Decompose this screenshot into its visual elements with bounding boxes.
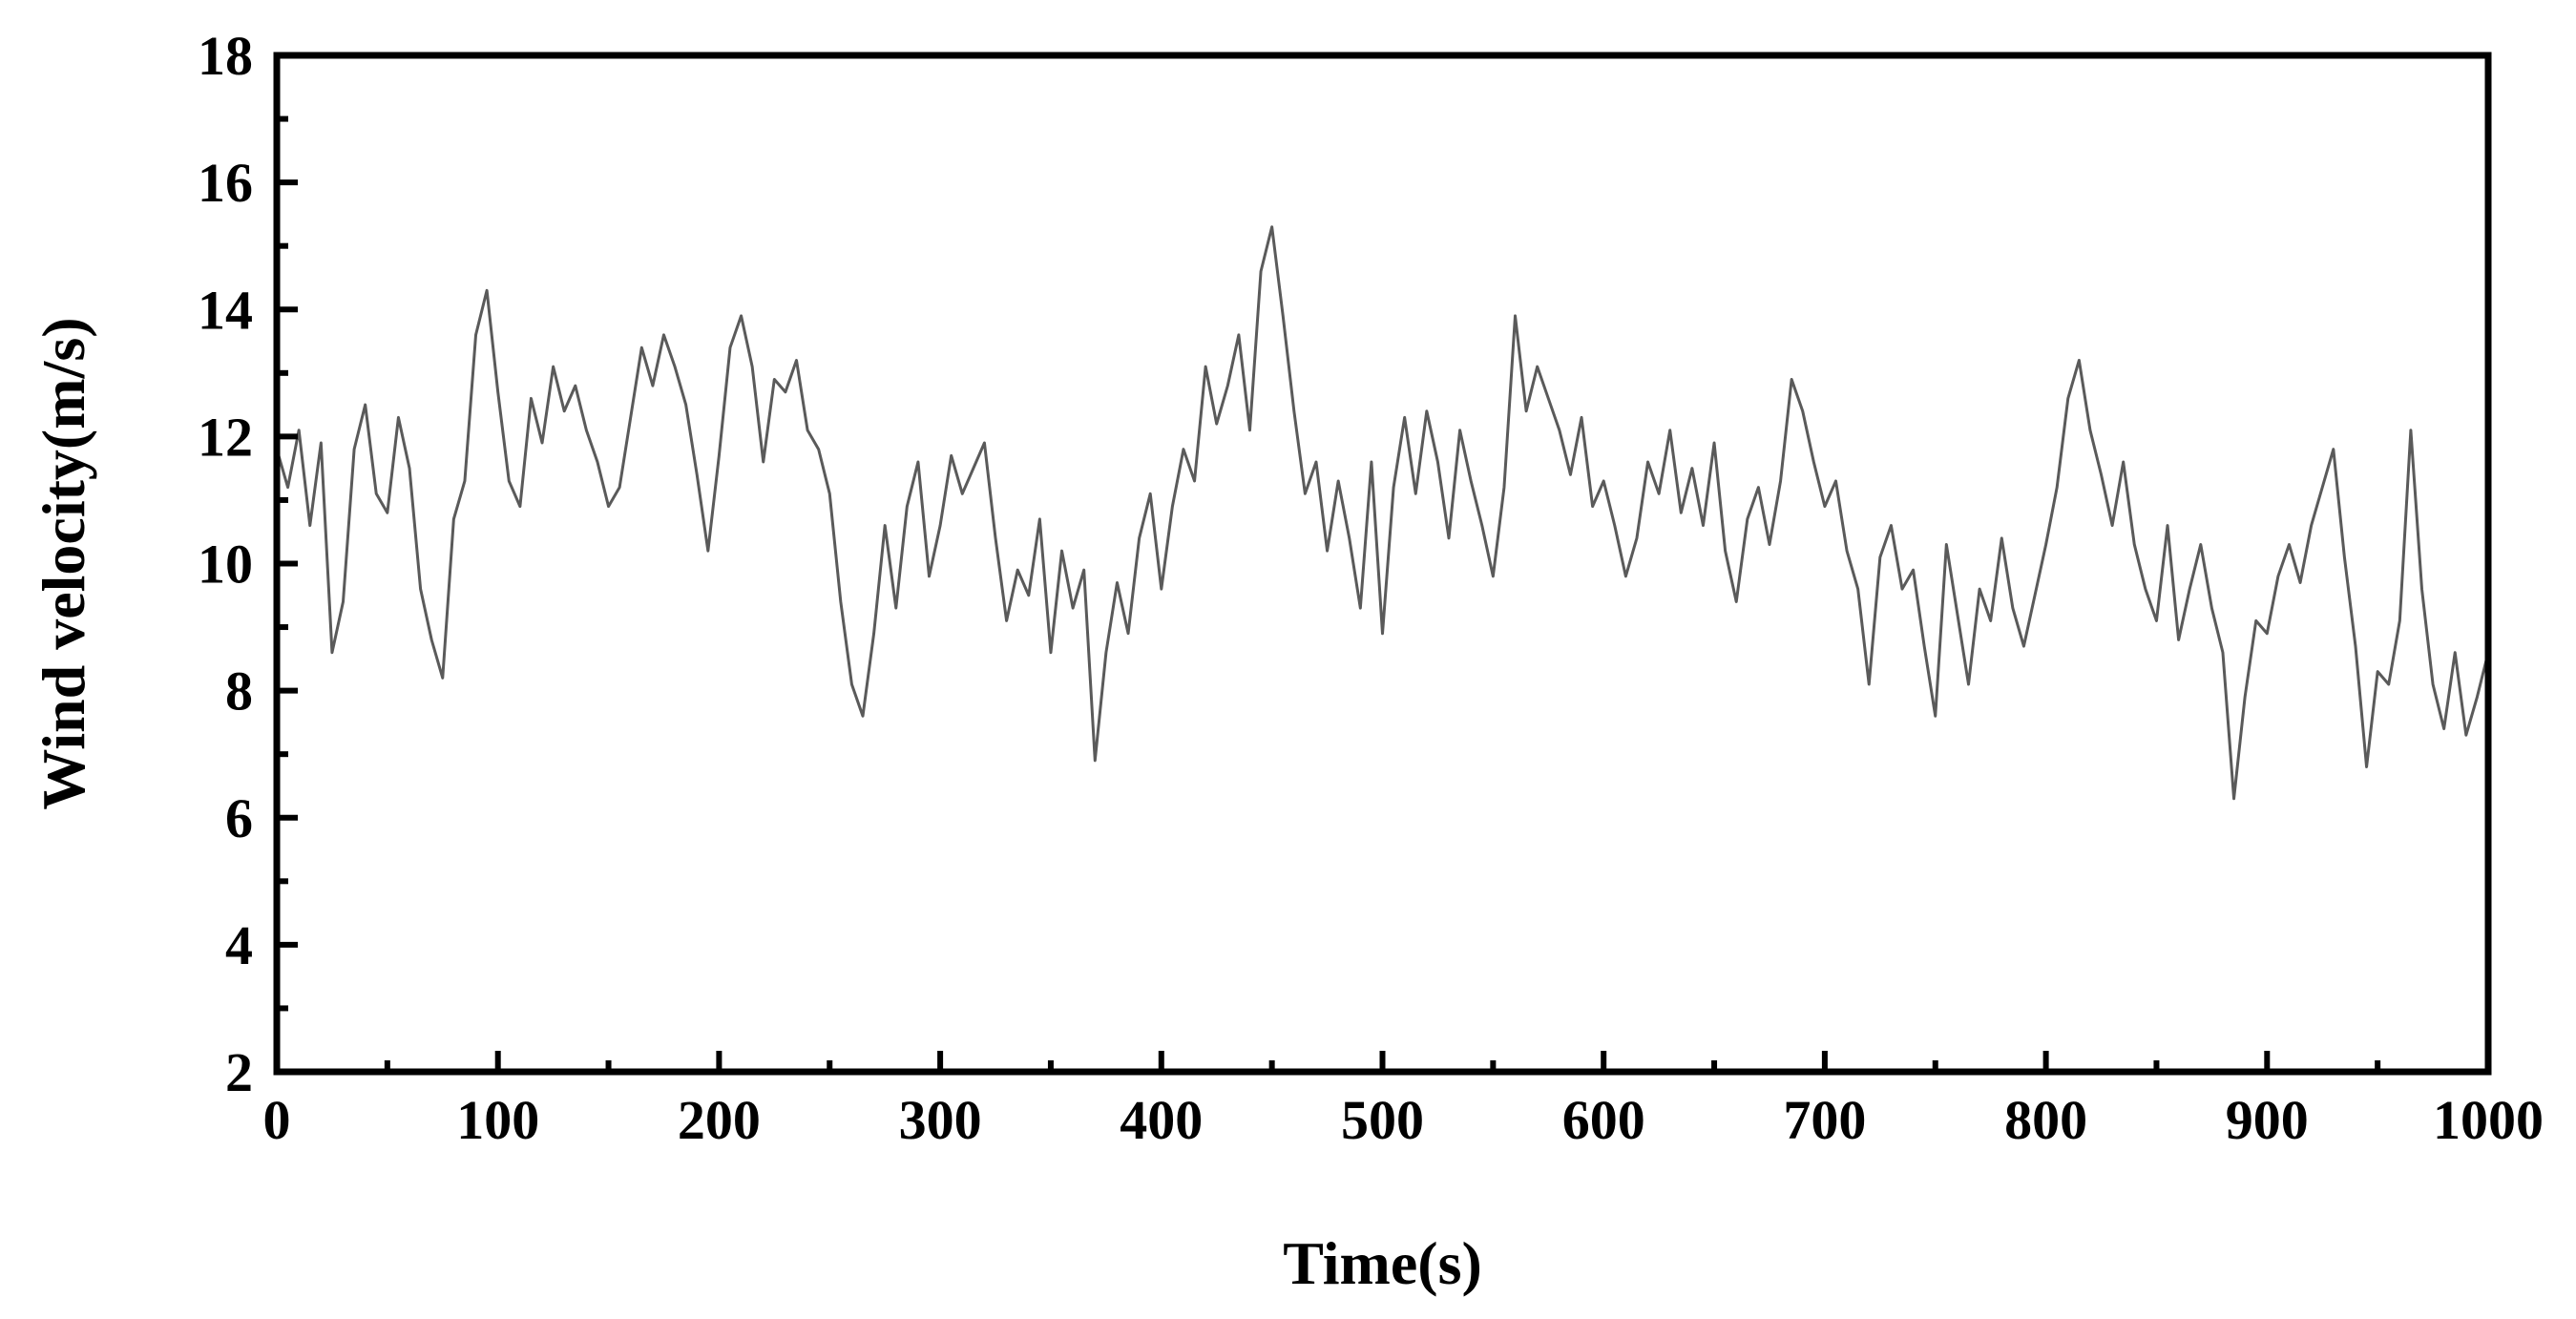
x-tick-label: 1000 [2433,1089,2544,1151]
y-tick-label: 6 [225,787,253,849]
y-tick-label: 8 [225,660,253,722]
series-layer [275,225,2490,801]
x-tick-label: 900 [2226,1089,2309,1151]
x-tick-label: 0 [263,1089,291,1151]
y-tick-label: 12 [198,406,253,468]
plot-frame [273,52,2492,1076]
x-axis-title: Time(s) [1283,1229,1482,1297]
x-tick-label: 800 [2004,1089,2087,1151]
x-tick-label: 400 [1120,1089,1203,1151]
x-tick-label: 300 [899,1089,982,1151]
x-tick-label: 200 [678,1089,761,1151]
y-tick-label: 18 [198,25,253,87]
x-tick-label: 100 [456,1089,539,1151]
y-tick-label: 14 [198,279,253,341]
y-tick-label: 16 [198,152,253,214]
series-line-0 [275,225,2490,801]
x-tick-label: 500 [1341,1089,1424,1151]
y-axis-title: Wind velocity(m/s) [30,317,97,809]
y-tick-label: 4 [225,914,253,976]
x-tick-label: 600 [1562,1089,1645,1151]
ticks-layer: 0 100 200 300 400 500 600 700 800 900 1000 2 4 6 8 10 12… [198,25,2544,1151]
x-tick-label: 700 [1783,1089,1866,1151]
y-tick-label: 2 [225,1041,253,1103]
y-tick-label: 10 [198,534,253,596]
